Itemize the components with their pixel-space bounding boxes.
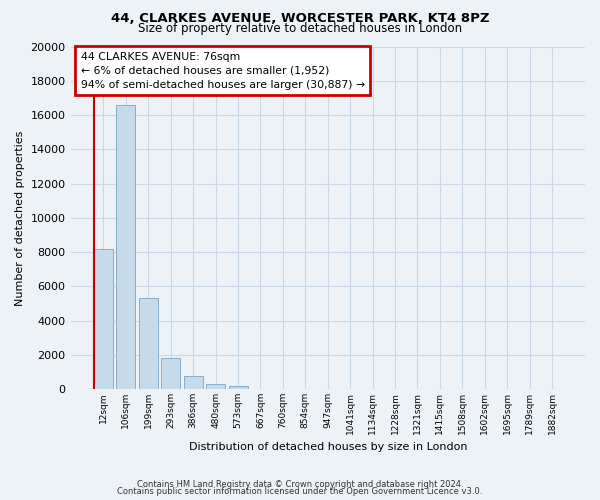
X-axis label: Distribution of detached houses by size in London: Distribution of detached houses by size … xyxy=(188,442,467,452)
Bar xyxy=(229,386,248,390)
Text: Contains public sector information licensed under the Open Government Licence v3: Contains public sector information licen… xyxy=(118,488,482,496)
Bar xyxy=(139,298,158,390)
Text: 44, CLARKES AVENUE, WORCESTER PARK, KT4 8PZ: 44, CLARKES AVENUE, WORCESTER PARK, KT4 … xyxy=(111,12,489,24)
Bar xyxy=(161,358,180,390)
Text: Size of property relative to detached houses in London: Size of property relative to detached ho… xyxy=(138,22,462,35)
Text: 44 CLARKES AVENUE: 76sqm
← 6% of detached houses are smaller (1,952)
94% of semi: 44 CLARKES AVENUE: 76sqm ← 6% of detache… xyxy=(81,52,365,90)
Bar xyxy=(94,248,113,390)
Bar xyxy=(184,376,203,390)
Bar xyxy=(206,384,225,390)
Y-axis label: Number of detached properties: Number of detached properties xyxy=(15,130,25,306)
Bar xyxy=(116,105,136,390)
Text: Contains HM Land Registry data © Crown copyright and database right 2024.: Contains HM Land Registry data © Crown c… xyxy=(137,480,463,489)
